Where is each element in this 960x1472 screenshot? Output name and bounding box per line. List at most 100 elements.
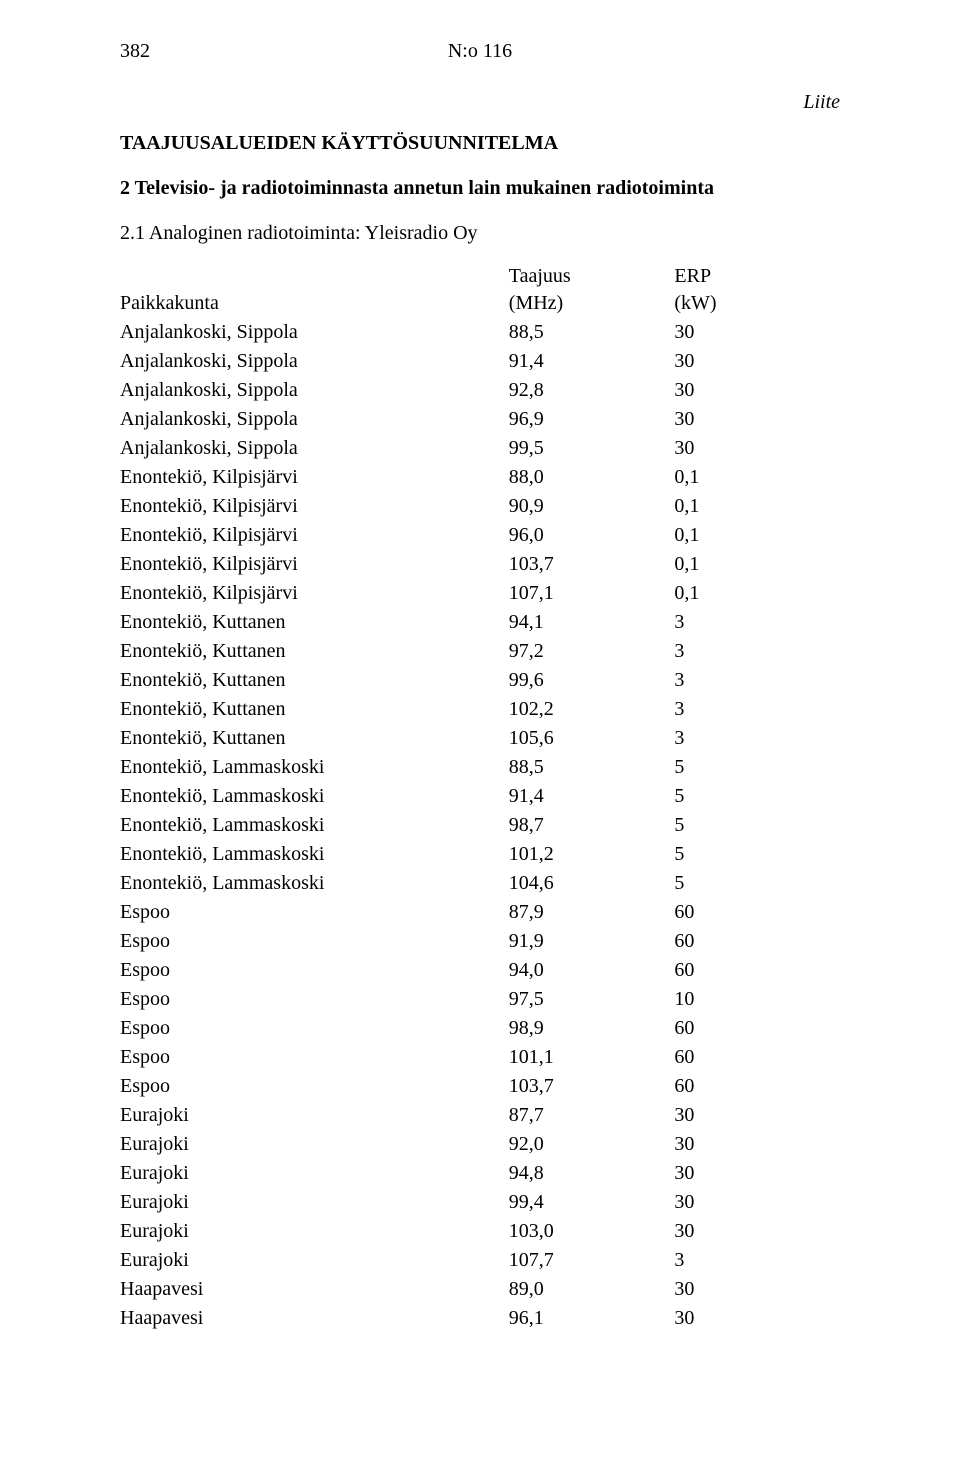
cell-location: Eurajoki [120, 1247, 509, 1276]
table-row: Haapavesi96,130 [120, 1305, 840, 1334]
table-row: Espoo94,060 [120, 957, 840, 986]
cell-frequency: 99,6 [509, 667, 675, 696]
cell-erp: 0,1 [674, 522, 840, 551]
table-row: Eurajoki87,730 [120, 1102, 840, 1131]
table-row: Enontekiö, Kuttanen99,63 [120, 667, 840, 696]
doc-number: N:o 116 [160, 40, 840, 63]
table-row: Anjalankoski, Sippola99,530 [120, 435, 840, 464]
table-row: Enontekiö, Lammaskoski104,65 [120, 870, 840, 899]
cell-location: Enontekiö, Lammaskoski [120, 841, 509, 870]
cell-location: Espoo [120, 986, 509, 1015]
table-row: Espoo87,960 [120, 899, 840, 928]
table-row: Enontekiö, Kilpisjärvi103,70,1 [120, 551, 840, 580]
cell-location: Enontekiö, Kilpisjärvi [120, 551, 509, 580]
cell-erp: 30 [674, 1305, 840, 1334]
cell-location: Anjalankoski, Sippola [120, 377, 509, 406]
table-row: Anjalankoski, Sippola88,530 [120, 319, 840, 348]
table-row: Eurajoki107,73 [120, 1247, 840, 1276]
cell-erp: 30 [674, 406, 840, 435]
col-header-erp: ERP (kW) [674, 263, 840, 319]
cell-erp: 30 [674, 1218, 840, 1247]
cell-frequency: 91,4 [509, 348, 675, 377]
cell-erp: 60 [674, 1044, 840, 1073]
cell-frequency: 102,2 [509, 696, 675, 725]
table-row: Enontekiö, Kuttanen97,23 [120, 638, 840, 667]
cell-frequency: 96,1 [509, 1305, 675, 1334]
table-row: Eurajoki94,830 [120, 1160, 840, 1189]
erp-label-line1: ERP [674, 265, 711, 287]
cell-location: Eurajoki [120, 1102, 509, 1131]
table-row: Anjalankoski, Sippola92,830 [120, 377, 840, 406]
cell-location: Eurajoki [120, 1189, 509, 1218]
table-row: Espoo91,960 [120, 928, 840, 957]
cell-erp: 5 [674, 783, 840, 812]
table-row: Enontekiö, Lammaskoski101,25 [120, 841, 840, 870]
table-row: Espoo98,960 [120, 1015, 840, 1044]
cell-frequency: 97,2 [509, 638, 675, 667]
cell-location: Enontekiö, Lammaskoski [120, 754, 509, 783]
frequency-table: Paikkakunta Taajuus (MHz) ERP (kW) Anjal… [120, 263, 840, 1334]
cell-frequency: 88,0 [509, 464, 675, 493]
table-row: Enontekiö, Lammaskoski98,75 [120, 812, 840, 841]
cell-erp: 3 [674, 667, 840, 696]
cell-location: Enontekiö, Lammaskoski [120, 783, 509, 812]
cell-location: Enontekiö, Kuttanen [120, 696, 509, 725]
table-row: Enontekiö, Kilpisjärvi90,90,1 [120, 493, 840, 522]
table-row: Eurajoki92,030 [120, 1131, 840, 1160]
attachment-label: Liite [120, 91, 840, 114]
cell-erp: 30 [674, 1276, 840, 1305]
cell-location: Enontekiö, Kilpisjärvi [120, 580, 509, 609]
cell-location: Espoo [120, 1044, 509, 1073]
cell-erp: 60 [674, 899, 840, 928]
table-row: Enontekiö, Lammaskoski88,55 [120, 754, 840, 783]
cell-frequency: 98,7 [509, 812, 675, 841]
cell-erp: 5 [674, 812, 840, 841]
table-row: Espoo103,760 [120, 1073, 840, 1102]
cell-erp: 5 [674, 841, 840, 870]
cell-erp: 0,1 [674, 493, 840, 522]
cell-erp: 0,1 [674, 551, 840, 580]
cell-frequency: 103,7 [509, 551, 675, 580]
cell-erp: 3 [674, 725, 840, 754]
table-row: Espoo101,160 [120, 1044, 840, 1073]
cell-frequency: 88,5 [509, 754, 675, 783]
cell-erp: 30 [674, 1131, 840, 1160]
document-title: TAAJUUSALUEIDEN KÄYTTÖSUUNNITELMA [120, 132, 840, 155]
table-row: Espoo97,510 [120, 986, 840, 1015]
cell-erp: 30 [674, 319, 840, 348]
table-row: Enontekiö, Kilpisjärvi96,00,1 [120, 522, 840, 551]
cell-frequency: 103,7 [509, 1073, 675, 1102]
cell-location: Enontekiö, Kilpisjärvi [120, 493, 509, 522]
cell-frequency: 94,1 [509, 609, 675, 638]
table-row: Eurajoki99,430 [120, 1189, 840, 1218]
cell-erp: 30 [674, 377, 840, 406]
table-row: Enontekiö, Kilpisjärvi88,00,1 [120, 464, 840, 493]
freq-label-line2: (MHz) [509, 292, 563, 314]
table-row: Enontekiö, Lammaskoski91,45 [120, 783, 840, 812]
cell-frequency: 104,6 [509, 870, 675, 899]
cell-erp: 3 [674, 638, 840, 667]
cell-location: Anjalankoski, Sippola [120, 435, 509, 464]
col-header-location: Paikkakunta [120, 263, 509, 319]
cell-frequency: 103,0 [509, 1218, 675, 1247]
cell-frequency: 96,0 [509, 522, 675, 551]
cell-erp: 30 [674, 1160, 840, 1189]
col-header-freq: Taajuus (MHz) [509, 263, 675, 319]
cell-erp: 30 [674, 1189, 840, 1218]
cell-location: Anjalankoski, Sippola [120, 406, 509, 435]
cell-frequency: 101,1 [509, 1044, 675, 1073]
cell-location: Enontekiö, Kuttanen [120, 609, 509, 638]
erp-label-line2: (kW) [674, 292, 716, 314]
cell-location: Espoo [120, 899, 509, 928]
cell-frequency: 92,8 [509, 377, 675, 406]
freq-label-line1: Taajuus [509, 265, 571, 287]
cell-frequency: 96,9 [509, 406, 675, 435]
cell-location: Anjalankoski, Sippola [120, 319, 509, 348]
cell-frequency: 88,5 [509, 319, 675, 348]
table-row: Anjalankoski, Sippola96,930 [120, 406, 840, 435]
cell-location: Haapavesi [120, 1305, 509, 1334]
cell-location: Eurajoki [120, 1160, 509, 1189]
cell-frequency: 87,7 [509, 1102, 675, 1131]
cell-frequency: 105,6 [509, 725, 675, 754]
document-subtitle: 2 Televisio- ja radiotoiminnasta annetun… [120, 177, 840, 200]
